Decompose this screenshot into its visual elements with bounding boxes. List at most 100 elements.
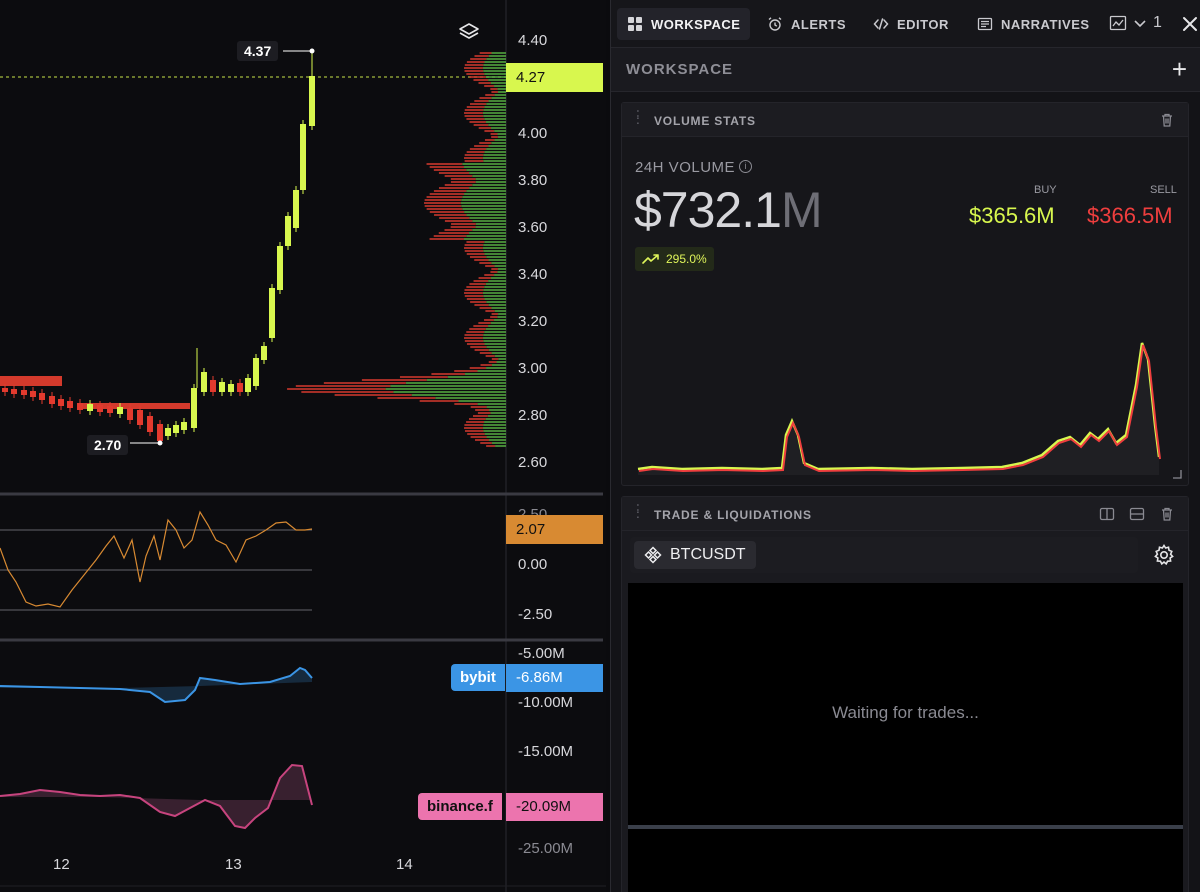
cvd-axis-label: -15.00M [518, 743, 574, 760]
volume-profile-bar [424, 202, 461, 204]
volume-profile-bar [493, 319, 506, 321]
tab-alerts[interactable]: ALERTS [757, 8, 856, 40]
candle [269, 288, 275, 338]
volume-profile-bar [490, 82, 506, 84]
volume-profile-bar [477, 412, 491, 414]
volume-profile-bar [491, 52, 506, 54]
volume-profile-bar [469, 328, 486, 330]
empty-state-message: Waiting for trades... [832, 703, 979, 722]
volume-profile-bar [361, 379, 427, 381]
volume-profile-bar [464, 193, 506, 195]
more-tabs-button[interactable]: 1 [1109, 14, 1162, 32]
candle [11, 389, 17, 394]
volume-profile-bar [488, 280, 506, 282]
volume-profile-bar [488, 100, 506, 102]
volume-profile-bar [462, 208, 506, 210]
volume-profile-bar [488, 55, 506, 57]
divider [628, 825, 1183, 829]
oscillator-axis-label: -2.50 [518, 606, 553, 623]
widget-header[interactable]: ⁚ ⁚ TRADE & LIQUIDATIONS [622, 497, 1188, 531]
volume-profile-bar [485, 328, 506, 330]
volume-profile-bar [490, 322, 506, 324]
volume-profile-bar [426, 379, 506, 381]
low-price-label: 2.70 [87, 435, 129, 455]
volume-profile-bar [301, 391, 394, 393]
gear-icon[interactable] [1152, 543, 1176, 567]
volume-profile-bar [484, 85, 495, 87]
change-value: 295.0% [666, 252, 707, 266]
volume-profile-bar [429, 238, 464, 240]
volume-profile-bar [466, 61, 485, 63]
volume-profile-bar [447, 376, 506, 378]
volume-profile-bar [444, 229, 473, 231]
volume-profile-bar [472, 220, 506, 222]
split-horizontal-icon[interactable] [1129, 506, 1145, 522]
volume-profile-bar [494, 310, 506, 312]
volume-profile-bar [484, 433, 506, 435]
trash-icon[interactable] [1159, 506, 1175, 522]
volume-profile-bar [464, 430, 484, 432]
volume-profile-bar [484, 73, 506, 75]
trades-feed[interactable]: Waiting for trades... [628, 583, 1183, 892]
tab-narratives[interactable]: NARRATIVES [967, 8, 1100, 40]
buy-volume-line [637, 342, 1161, 471]
time-axis-label: 13 [225, 856, 242, 873]
tab-workspace[interactable]: WORKSPACE [617, 8, 751, 40]
volume-profile-bar [484, 61, 506, 63]
volume-profile-bar [490, 412, 506, 414]
price-chart[interactable] [0, 0, 606, 892]
cvd-axis-label: -25.00M [518, 840, 574, 857]
layers-icon[interactable] [458, 21, 480, 43]
volume-profile-bar [470, 436, 487, 438]
volume-profile-bar [485, 94, 495, 96]
symbol-chip[interactable]: BTCUSDT [634, 541, 756, 569]
volume-profile-bar [399, 376, 448, 378]
volume-profile-bar [484, 118, 506, 120]
drag-handle-icon[interactable]: ⁚ ⁚ [636, 502, 641, 521]
symbol-bar[interactable]: BTCUSDT [630, 537, 1138, 573]
candle [165, 428, 171, 436]
volume-profile-bar [433, 169, 467, 171]
volume-profile-bar [484, 151, 506, 153]
tab-editor[interactable]: EDITOR [863, 8, 959, 40]
candle [191, 388, 197, 428]
volume-profile-bar [464, 295, 484, 297]
volume-profile-bar [464, 250, 484, 252]
chart-image-icon [1109, 15, 1127, 31]
resize-handle-icon[interactable] [1172, 469, 1182, 479]
binance-series-label[interactable]: binance.f [418, 793, 502, 820]
drag-handle-icon[interactable]: ⁚ ⁚ [636, 108, 641, 127]
volume-profile-bar [487, 415, 506, 417]
candle [147, 416, 153, 432]
add-widget-button[interactable]: + [1171, 54, 1187, 84]
volume-profile-bar [488, 124, 506, 126]
volume-profile-bar [461, 205, 506, 207]
volume-value-number: $732.1 [634, 182, 782, 238]
volume-profile-bar [497, 91, 506, 93]
trash-icon[interactable] [1159, 112, 1175, 128]
bybit-series-label[interactable]: bybit [451, 664, 505, 691]
split-vertical-icon[interactable] [1099, 506, 1115, 522]
info-icon[interactable]: i [739, 160, 752, 173]
widget-header[interactable]: ⁚ ⁚ VOLUME STATS [622, 103, 1188, 137]
volume-profile-bar [486, 445, 496, 447]
volume-profile-bar [486, 301, 506, 303]
volume-profile-bar [495, 445, 506, 447]
volume-profile-bar [464, 166, 506, 168]
volume-profile-bar [466, 169, 506, 171]
chart-area[interactable]: 4.40 4.00 3.80 3.60 3.40 3.20 3.00 2.80 … [0, 0, 606, 892]
volume-profile-bar [488, 349, 506, 351]
volume-profile-bar [469, 217, 506, 219]
volume-profile-bar [444, 184, 473, 186]
volume-profile-bar [475, 409, 490, 411]
volume-profile-bar [438, 232, 470, 234]
tab-label: WORKSPACE [651, 16, 741, 32]
close-icon[interactable] [1181, 15, 1199, 33]
volume-profile-bar [482, 337, 506, 339]
volume-profile-bar [484, 286, 506, 288]
candle [39, 393, 45, 400]
volume-profile-bar [490, 277, 506, 279]
volume-profile-bar [464, 154, 484, 156]
sell-value: $366.5M [1087, 203, 1173, 228]
volume-sparkline [637, 342, 1161, 475]
